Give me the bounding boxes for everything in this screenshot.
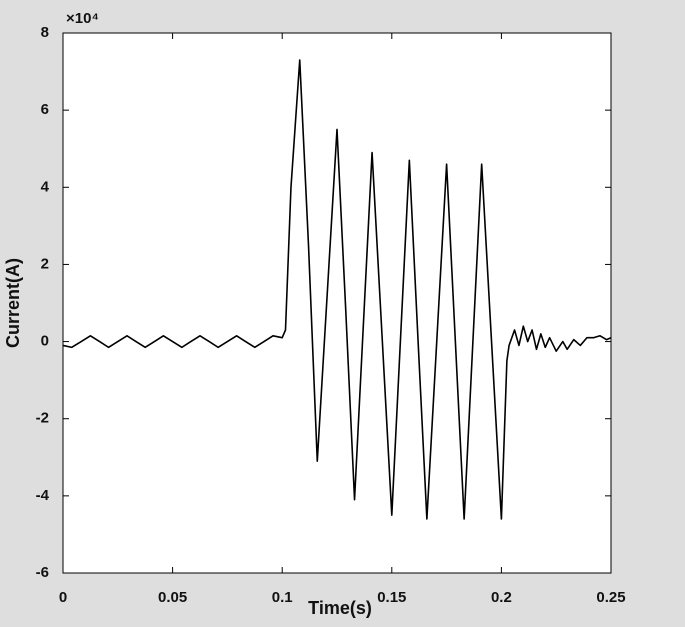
- y-tick-label: -2: [36, 410, 49, 427]
- x-tick-label: 0.05: [158, 589, 187, 606]
- x-tick-label: 0.1: [272, 589, 293, 606]
- x-tick-label: 0.2: [491, 589, 512, 606]
- y-tick-label: -4: [36, 487, 50, 504]
- y-tick-label: 6: [41, 101, 49, 118]
- y-tick-label: -6: [36, 564, 49, 581]
- current-line: [62, 59, 612, 520]
- y-tick-label: 8: [41, 24, 49, 41]
- x-tick-label: 0.15: [377, 589, 406, 606]
- y-tick-label: 4: [41, 178, 50, 195]
- y-axis-label: Current(A): [3, 258, 23, 348]
- plot-area: [62, 32, 612, 574]
- x-tick-label: 0.25: [596, 589, 625, 606]
- y-tick-label: 0: [41, 333, 49, 350]
- y-tick-label: 2: [41, 255, 49, 272]
- x-axis-label: Time(s): [308, 598, 372, 618]
- y-exponent: ×10⁴: [66, 10, 99, 27]
- x-tick-label: 0: [59, 589, 67, 606]
